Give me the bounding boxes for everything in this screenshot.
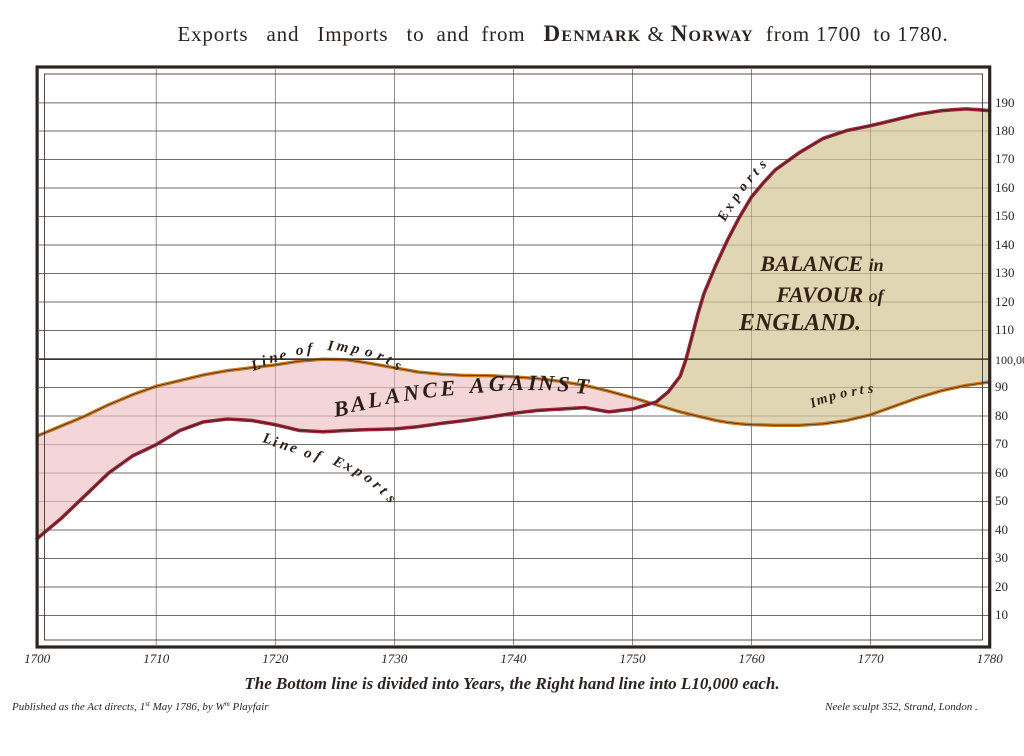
svg-text:130: 130 [995, 265, 1015, 280]
svg-text:30: 30 [995, 550, 1008, 565]
svg-text:The Bottom line is divided int: The Bottom line is divided into Years, t… [244, 674, 779, 693]
svg-text:90: 90 [995, 379, 1008, 394]
svg-text:ENGLAND.: ENGLAND. [738, 310, 861, 336]
svg-text:G: G [489, 371, 505, 396]
svg-text:Exports and Imports to: Exports and Imports to and from Denmark … [177, 21, 948, 46]
svg-text:150: 150 [995, 208, 1015, 223]
svg-text:o: o [296, 343, 304, 359]
svg-text:190: 190 [995, 95, 1015, 110]
svg-text:1730: 1730 [381, 651, 408, 666]
svg-text:1760: 1760 [739, 651, 766, 666]
svg-text:E: E [439, 375, 456, 401]
svg-text:1700: 1700 [24, 651, 51, 666]
svg-text:110: 110 [995, 322, 1014, 337]
svg-text:C: C [421, 377, 438, 403]
svg-text:160: 160 [995, 180, 1015, 195]
svg-text:1750: 1750 [620, 651, 647, 666]
svg-text:1780: 1780 [977, 651, 1004, 666]
svg-text:Published as the Act directs,: Published as the Act directs, 1st May 17… [11, 700, 269, 713]
svg-text:S: S [557, 371, 571, 397]
svg-text:Neele sculpt 352, Strand, Lond: Neele sculpt 352, Strand, London . [824, 701, 978, 713]
svg-text:1740: 1740 [500, 651, 527, 666]
svg-text:80: 80 [995, 408, 1008, 423]
svg-text:140: 140 [995, 237, 1015, 252]
svg-text:FAVOUR of: FAVOUR of [775, 282, 885, 307]
svg-text:1710: 1710 [143, 651, 170, 666]
svg-text:N: N [537, 370, 556, 396]
svg-text:100,000: 100,000 [995, 353, 1024, 367]
svg-text:BALANCE in: BALANCE in [759, 251, 883, 276]
svg-text:40: 40 [995, 522, 1008, 537]
svg-text:1770: 1770 [858, 651, 885, 666]
svg-text:A: A [467, 372, 485, 398]
svg-text:120: 120 [995, 294, 1015, 309]
svg-text:A: A [507, 370, 524, 395]
svg-text:1720: 1720 [262, 651, 289, 666]
svg-text:50: 50 [995, 493, 1008, 508]
svg-text:10: 10 [995, 607, 1008, 622]
svg-text:180: 180 [995, 123, 1015, 138]
svg-text:70: 70 [995, 436, 1008, 451]
svg-text:20: 20 [995, 579, 1008, 594]
svg-text:60: 60 [995, 465, 1008, 480]
svg-text:170: 170 [995, 151, 1015, 166]
